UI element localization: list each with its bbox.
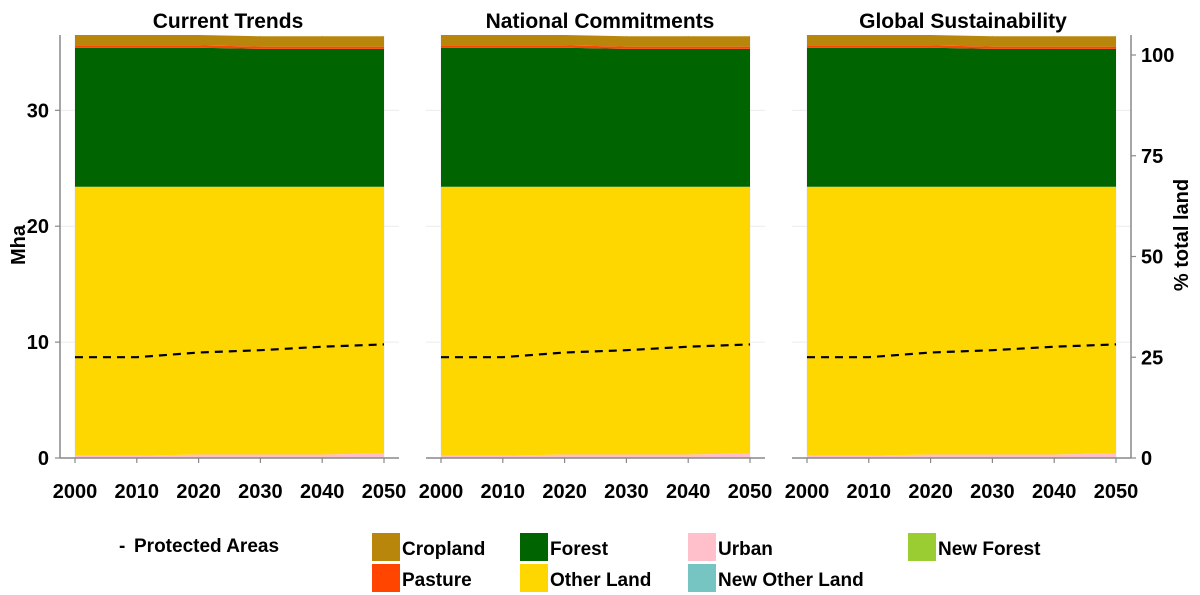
area-forest	[807, 47, 1116, 187]
area-pasture	[807, 45, 1116, 49]
legend-label-new-forest: New Forest	[938, 539, 1041, 560]
x-tick-label: 2020	[176, 481, 221, 503]
x-tick-label: 2030	[970, 481, 1015, 503]
line-protected-areas	[807, 343, 1117, 359]
y-tick-label: 30	[27, 100, 49, 122]
x-tick-label: 2010	[847, 481, 892, 503]
legend-label-cropland: Cropland	[402, 539, 485, 560]
legend-swatch-forest	[520, 533, 548, 561]
legend-label-other-land: Other Land	[550, 570, 651, 591]
area-forest	[75, 47, 384, 187]
panel-title: Global Sustainability	[859, 10, 1067, 33]
panel-national-commitments: 2000 2010 2020 2030 2040 2050 National Commitm…	[419, 10, 773, 503]
protected-areas-marker: -	[119, 536, 125, 557]
legend-swatch-cropland	[372, 533, 400, 561]
x-tick-label: 2020	[908, 481, 953, 503]
area-other-land	[807, 186, 1116, 456]
panel-current-trends: 2000 2010 2020 2030 2040 2050 Current Trends	[53, 10, 407, 503]
legend-label-urban: Urban	[718, 539, 773, 560]
legend-label-new-other-land: New Other Land	[718, 570, 864, 591]
x-tick-label: 2000	[419, 481, 464, 503]
legend-label-pasture: Pasture	[402, 570, 472, 591]
area-cropland	[807, 35, 1116, 47]
y-tick-label: 0	[38, 448, 49, 470]
x-tick-label: 2010	[481, 481, 526, 503]
secondary-y-axis-label: % total land	[1171, 179, 1193, 291]
line-protected-areas	[75, 343, 385, 359]
area-pasture	[75, 45, 384, 49]
chart-legend: - Protected Areas Cropland Forest Urban New…	[119, 533, 1041, 592]
x-tick-label: 2020	[542, 481, 587, 503]
area-other-land	[441, 186, 750, 456]
legend-swatch-other-land	[520, 564, 548, 592]
panel-title: National Commitments	[486, 10, 715, 33]
area-cropland	[441, 35, 750, 47]
secondary-y-tick-label: 75	[1141, 146, 1163, 168]
y-tick-label: 10	[27, 332, 49, 354]
x-tick-label: 2010	[115, 481, 160, 503]
x-tick-label: 2000	[785, 481, 830, 503]
area-pasture	[441, 45, 750, 49]
area-forest	[441, 47, 750, 187]
legend-swatch-urban	[688, 533, 716, 561]
secondary-y-tick-label: 0	[1141, 448, 1152, 470]
secondary-y-tick-label: 50	[1141, 247, 1163, 269]
line-protected-areas	[441, 343, 751, 359]
area-urban	[441, 453, 750, 458]
area-urban	[807, 453, 1116, 458]
chart-axes: 0 10 20 30 Mha 0 25 50 75 100 % total land	[8, 35, 1193, 470]
panel-global-sustainability: 2000 2010 2020 2030 2040 2050 Global Sustainab…	[785, 10, 1139, 503]
x-tick-label: 2050	[362, 481, 407, 503]
legend-swatch-new-other-land	[688, 564, 716, 592]
x-tick-label: 2040	[300, 481, 345, 503]
y-tick-label: 20	[27, 216, 49, 238]
panel-title: Current Trends	[153, 10, 304, 33]
area-urban	[75, 453, 384, 458]
x-tick-label: 2040	[666, 481, 711, 503]
legend-swatch-new-forest	[908, 533, 936, 561]
x-tick-label: 2000	[53, 481, 98, 503]
area-other-land	[75, 186, 384, 456]
area-cropland	[75, 35, 384, 47]
x-tick-label: 2040	[1032, 481, 1077, 503]
secondary-y-tick-label: 100	[1141, 45, 1174, 67]
legend-swatch-pasture	[372, 564, 400, 592]
x-tick-label: 2050	[1094, 481, 1139, 503]
x-tick-label: 2050	[728, 481, 773, 503]
x-tick-label: 2030	[604, 481, 649, 503]
legend-label-protected-areas: Protected Areas	[134, 536, 279, 557]
x-tick-label: 2030	[238, 481, 283, 503]
y-axis-label: Mha	[8, 224, 30, 265]
secondary-y-tick-label: 25	[1141, 347, 1163, 369]
legend-label-forest: Forest	[550, 539, 609, 560]
